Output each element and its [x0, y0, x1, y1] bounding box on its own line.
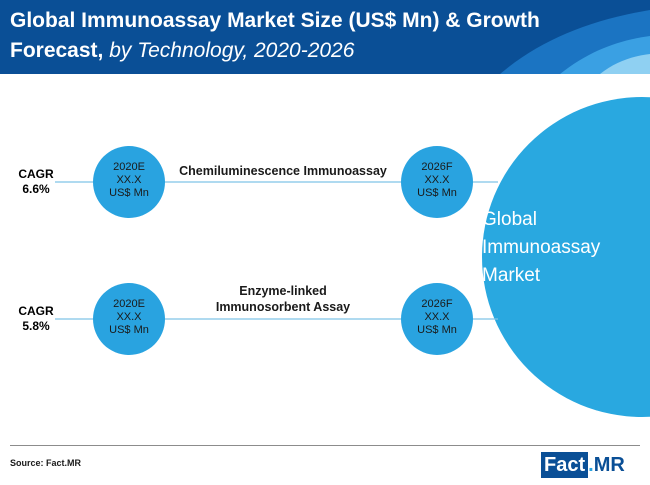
market-label-line-3: Market: [482, 265, 541, 286]
row-2-end-unit: US$ Mn: [417, 324, 457, 336]
row-1-start-year: 2020E: [113, 161, 145, 173]
row-1-cagr-value: 6.6%: [22, 182, 50, 196]
header-wave-decoration: [500, 10, 650, 74]
row-1-end-year: 2026F: [421, 161, 453, 173]
row-1-start-value: XX.X: [116, 174, 142, 186]
row-2-cagr: CAGR 5.8%: [6, 304, 66, 334]
market-diagram: CAGR 6.6% 2020E XX.X US$ Mn Chemilumines…: [0, 74, 650, 444]
market-label-line-1: Global: [482, 209, 537, 230]
logo-dot: .: [588, 454, 594, 476]
row-1-tech-line-1: Chemiluminescence Immunoassay: [179, 164, 387, 178]
row-1-technology-label: Chemiluminescence Immunoassay: [168, 163, 398, 179]
row-2-end-circle: [401, 283, 473, 355]
row-2-tech-line-1: Enzyme-linked: [239, 284, 327, 298]
row-2-cagr-value: 5.8%: [22, 319, 50, 333]
logo-mr: MR: [593, 454, 625, 476]
diagram-shapes: [55, 97, 650, 417]
row-2-end-value: XX.X: [424, 311, 450, 323]
title-main: Global Immunoassay Market Size (US$ Mn) …: [10, 9, 540, 62]
logo-fact: Fact: [541, 452, 589, 478]
row-1-end-unit: US$ Mn: [417, 187, 457, 199]
row-2-start-year: 2020E: [113, 298, 145, 310]
row-1-end-circle: [401, 146, 473, 218]
row-1-end-value: XX.X: [424, 174, 450, 186]
market-circle: [482, 97, 650, 417]
market-label-line-2: Immunoassay: [482, 237, 601, 258]
market-label: Global Immunoassay Market: [482, 206, 632, 290]
title-subtitle: by Technology, 2020-2026: [109, 39, 355, 62]
factmr-logo: Fact .MR: [541, 452, 625, 478]
header-banner: Global Immunoassay Market Size (US$ Mn) …: [0, 0, 650, 74]
row-1-start-text: 2020E XX.X US$ Mn: [94, 161, 164, 200]
row-2-start-unit: US$ Mn: [109, 324, 149, 336]
page-title: Global Immunoassay Market Size (US$ Mn) …: [10, 6, 610, 66]
row-2-start-circle: [93, 283, 165, 355]
row-1-cagr-label: CAGR: [18, 167, 54, 181]
row-1-start-circle: [93, 146, 165, 218]
row-2-tech-line-2: Immunosorbent Assay: [215, 300, 351, 314]
source-note: Source: Fact.MR: [10, 458, 82, 468]
row-2-end-year: 2026F: [421, 298, 453, 310]
row-2-technology-label: Enzyme-linked Immunosorbent Assay: [168, 283, 398, 315]
row-1-start-unit: US$ Mn: [109, 187, 149, 199]
row-2-start-text: 2020E XX.X US$ Mn: [94, 298, 164, 337]
row-1-end-text: 2026F XX.X US$ Mn: [402, 161, 472, 200]
row-2-cagr-label: CAGR: [18, 304, 54, 318]
row-2-end-text: 2026F XX.X US$ Mn: [402, 298, 472, 337]
footer-divider: [10, 445, 640, 446]
row-2-start-value: XX.X: [116, 311, 142, 323]
row-1-cagr: CAGR 6.6%: [6, 167, 66, 197]
